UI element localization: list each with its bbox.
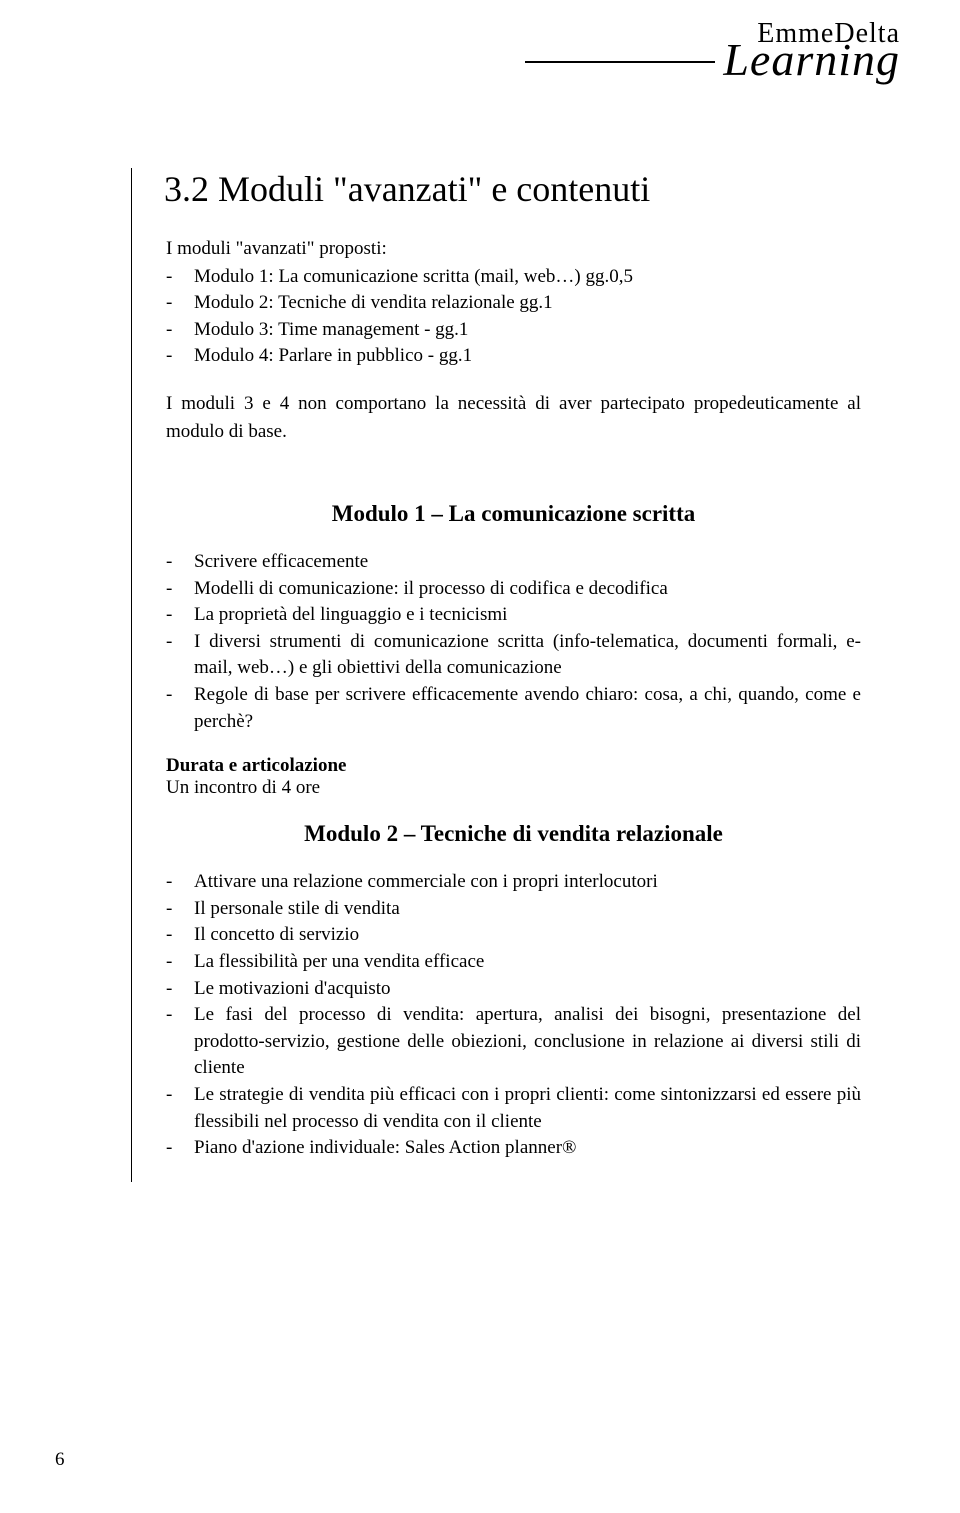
module1-item: Regole di base per scrivere efficacement… bbox=[194, 682, 861, 735]
logo-hand-text: Learning bbox=[723, 48, 900, 71]
module2-item: Piano d'azione individuale: Sales Action… bbox=[194, 1135, 861, 1162]
module2-item: La flessibilità per una vendita efficace bbox=[194, 949, 861, 976]
intro-item: Modulo 3: Time management - gg.1 bbox=[194, 317, 861, 344]
module2-item: Il personale stile di vendita bbox=[194, 896, 861, 923]
intro-item: Modulo 1: La comunicazione scritta (mail… bbox=[194, 264, 861, 291]
intro-list: Modulo 1: La comunicazione scritta (mail… bbox=[166, 264, 861, 370]
intro-item: Modulo 2: Tecniche di vendita relazional… bbox=[194, 290, 861, 317]
module1-item: La proprietà del linguaggio e i tecnicis… bbox=[194, 602, 861, 629]
module2-list: Attivare una relazione commerciale con i… bbox=[166, 869, 861, 1162]
module1-item: I diversi strumenti di comunicazione scr… bbox=[194, 629, 861, 682]
module1-list: Scrivere efficacemente Modelli di comuni… bbox=[166, 549, 861, 735]
durata-text: Un incontro di 4 ore bbox=[166, 777, 861, 799]
durata-heading: Durata e articolazione bbox=[166, 755, 861, 777]
module2-item: Il concetto di servizio bbox=[194, 922, 861, 949]
module2-item: Attivare una relazione commerciale con i… bbox=[194, 869, 861, 896]
intro-item: Modulo 4: Parlare in pubblico - gg.1 bbox=[194, 343, 861, 370]
module1-item: Scrivere efficacemente bbox=[194, 549, 861, 576]
logo-divider-wrap: Learning bbox=[525, 50, 900, 71]
logo-divider bbox=[525, 61, 715, 63]
module2-item: Le strategie di vendita più efficaci con… bbox=[194, 1082, 861, 1135]
module2-heading: Modulo 2 – Tecniche di vendita relaziona… bbox=[166, 821, 861, 847]
page-number: 6 bbox=[55, 1449, 65, 1471]
module2-item: Le motivazioni d'acquisto bbox=[194, 976, 861, 1003]
content-area: 3.2 Moduli "avanzati" e contenuti I modu… bbox=[131, 168, 861, 1182]
note-text: I moduli 3 e 4 non comportano la necessi… bbox=[166, 390, 861, 445]
main-heading: 3.2 Moduli "avanzati" e contenuti bbox=[164, 168, 861, 210]
module1-item: Modelli di comunicazione: il processo di… bbox=[194, 576, 861, 603]
module2-item: Le fasi del processo di vendita: apertur… bbox=[194, 1002, 861, 1082]
intro-text: I moduli "avanzati" proposti: bbox=[166, 236, 861, 262]
module1-heading: Modulo 1 – La comunicazione scritta bbox=[166, 501, 861, 527]
logo: EmmeDelta Learning bbox=[525, 18, 900, 71]
